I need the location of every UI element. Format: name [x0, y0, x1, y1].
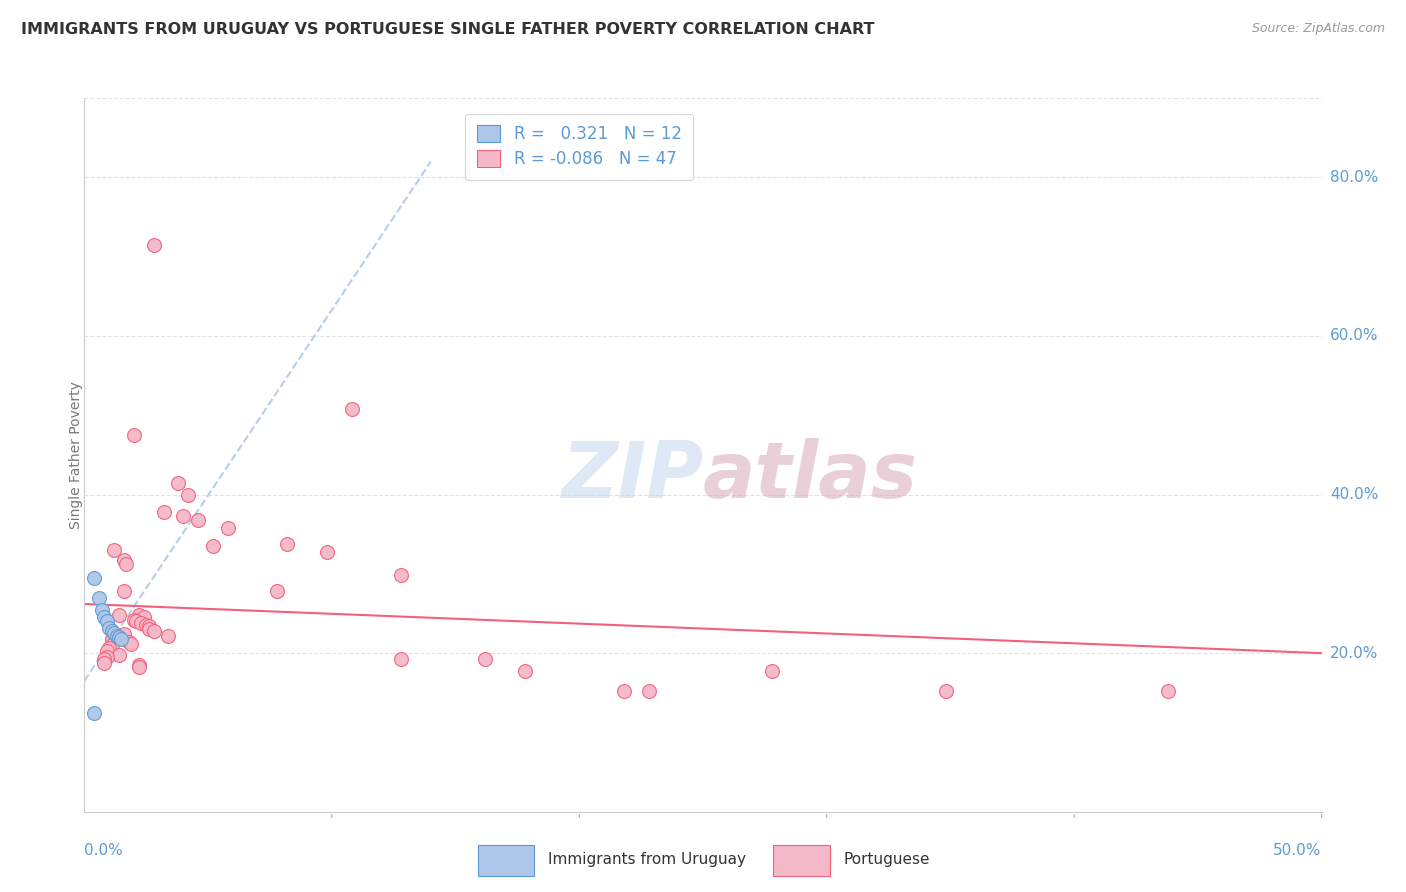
- Point: [125, 615, 148, 629]
- Text: Source: ZipAtlas.com: Source: ZipAtlas.com: [1251, 22, 1385, 36]
- Point: [105, 629, 128, 643]
- Point: [129, 615, 152, 630]
- Point: [118, 635, 141, 649]
- Point: [637, 684, 659, 698]
- Point: [202, 539, 225, 553]
- Point: [157, 629, 180, 643]
- Point: [93, 652, 115, 666]
- Point: [132, 610, 155, 624]
- Point: [120, 637, 142, 651]
- FancyBboxPatch shape: [773, 846, 830, 876]
- Point: [108, 630, 131, 644]
- Point: [96, 650, 118, 665]
- Point: [110, 632, 132, 646]
- Point: [172, 508, 194, 523]
- Point: [613, 684, 636, 698]
- Point: [389, 568, 412, 582]
- Point: [112, 627, 135, 641]
- Point: [122, 613, 145, 627]
- Point: [98, 641, 121, 656]
- Point: [128, 658, 150, 673]
- Point: [93, 610, 115, 624]
- Text: atlas: atlas: [703, 438, 918, 515]
- Point: [389, 652, 412, 666]
- Point: [103, 626, 125, 640]
- Point: [100, 624, 122, 638]
- Text: 50.0%: 50.0%: [1274, 843, 1322, 858]
- Point: [128, 608, 150, 623]
- Text: Portuguese: Portuguese: [844, 852, 931, 867]
- Point: [1157, 684, 1180, 698]
- Point: [96, 644, 118, 658]
- Point: [108, 608, 131, 623]
- Text: Immigrants from Uruguay: Immigrants from Uruguay: [548, 852, 747, 867]
- Point: [103, 630, 125, 644]
- Point: [135, 617, 157, 632]
- Point: [315, 544, 337, 558]
- Point: [513, 664, 536, 678]
- Point: [128, 660, 150, 674]
- Point: [93, 656, 115, 670]
- Point: [100, 632, 122, 646]
- Point: [217, 521, 239, 535]
- Point: [187, 513, 209, 527]
- Point: [934, 684, 956, 698]
- Point: [177, 487, 200, 501]
- Point: [115, 558, 138, 572]
- Point: [138, 619, 160, 633]
- Text: ZIP: ZIP: [561, 438, 703, 515]
- Text: 0.0%: 0.0%: [84, 843, 124, 858]
- Text: 60.0%: 60.0%: [1330, 328, 1378, 343]
- Point: [112, 552, 135, 566]
- Point: [98, 621, 121, 635]
- Point: [761, 664, 783, 678]
- Point: [100, 638, 122, 652]
- Text: IMMIGRANTS FROM URUGUAY VS PORTUGUESE SINGLE FATHER POVERTY CORRELATION CHART: IMMIGRANTS FROM URUGUAY VS PORTUGUESE SI…: [21, 22, 875, 37]
- Point: [152, 505, 174, 519]
- Point: [167, 475, 190, 490]
- Legend: R =   0.321   N = 12, R = -0.086   N = 47: R = 0.321 N = 12, R = -0.086 N = 47: [465, 113, 693, 180]
- Text: 80.0%: 80.0%: [1330, 169, 1378, 185]
- Point: [103, 543, 125, 558]
- Point: [474, 652, 496, 666]
- Point: [83, 571, 105, 585]
- Point: [89, 591, 111, 605]
- Point: [142, 624, 165, 638]
- Point: [142, 237, 165, 252]
- FancyBboxPatch shape: [478, 846, 534, 876]
- Point: [122, 428, 145, 442]
- Point: [276, 537, 298, 551]
- Point: [90, 602, 112, 616]
- Text: 20.0%: 20.0%: [1330, 646, 1378, 661]
- Y-axis label: Single Father Poverty: Single Father Poverty: [69, 381, 83, 529]
- Point: [138, 623, 160, 637]
- Point: [340, 401, 363, 416]
- Point: [112, 584, 135, 599]
- Text: 40.0%: 40.0%: [1330, 487, 1378, 502]
- Point: [83, 706, 105, 720]
- Point: [266, 584, 288, 599]
- Point: [96, 615, 118, 629]
- Point: [108, 648, 131, 662]
